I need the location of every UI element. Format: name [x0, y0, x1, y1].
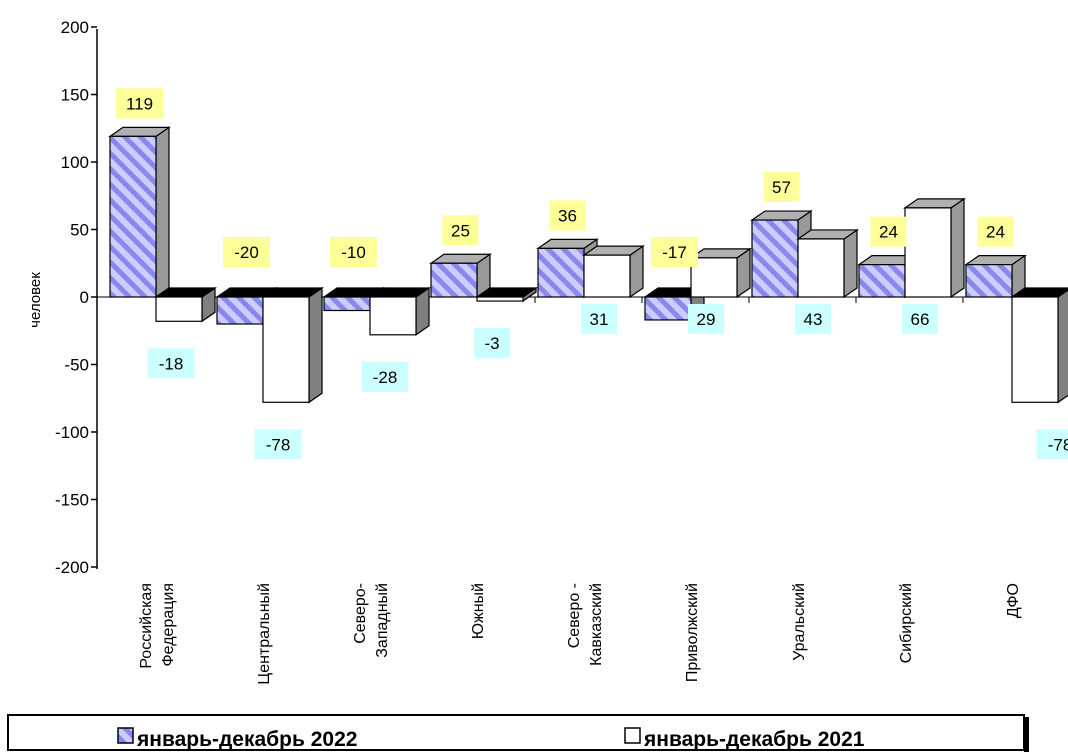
svg-text:-10: -10: [341, 243, 366, 262]
data-label-2022: 57: [763, 172, 800, 203]
data-label-2021: -78: [1036, 429, 1068, 460]
category-label: Сибирский: [898, 583, 915, 663]
svg-text:Северо-: Северо-: [352, 583, 369, 644]
data-label-2022: -17: [651, 237, 698, 267]
data-label-2021: -28: [361, 361, 409, 392]
y-axis-title: человек: [27, 272, 44, 328]
data-label-2022: 119: [116, 88, 163, 119]
data-labels: 119 -18 -20 -78 -10 -28 25 -3 36 31 -17 29 57 43 24 66 2…: [116, 88, 1068, 460]
svg-text:-78: -78: [1048, 435, 1068, 454]
legend-label-2022: январь-декабрь 2022: [136, 728, 357, 751]
svg-text:Приволжский: Приволжский: [684, 583, 701, 682]
category-label: Северо - Кавказский: [566, 583, 605, 666]
svg-text:Уральский: Уральский: [791, 583, 808, 661]
bars: [97, 126, 1068, 404]
svg-text:29: 29: [697, 310, 716, 329]
data-label-2022: 36: [549, 200, 586, 231]
data-label-2022: -20: [223, 237, 270, 267]
y-tick-label: 50: [70, 221, 89, 240]
bar-2021: [368, 286, 431, 336]
svg-text:Федерация: Федерация: [160, 583, 177, 667]
y-tick-label: -50: [64, 356, 89, 375]
data-label-2022: 25: [442, 215, 479, 246]
bar-2022: [108, 126, 171, 299]
svg-text:Кавказский: Кавказский: [588, 583, 605, 666]
legend: январь-декабрь 2022 январь-декабрь 2021: [7, 714, 1029, 752]
y-tick-label: 100: [61, 153, 89, 172]
svg-text:-78: -78: [266, 435, 291, 454]
svg-text:-3: -3: [484, 334, 499, 353]
svg-text:Южный: Южный: [470, 583, 487, 639]
y-tick-label: -200: [55, 558, 89, 577]
svg-text:-28: -28: [373, 368, 398, 387]
svg-text:Западный: Западный: [374, 583, 391, 658]
svg-text:Сибирский: Сибирский: [898, 583, 915, 663]
category-labels: Российская Федерация Центральный Северо- Зап…: [138, 583, 1022, 685]
category-label: Уральский: [791, 583, 808, 661]
y-tick-label: 200: [61, 18, 89, 37]
category-label: Приволжский: [684, 583, 701, 682]
data-label-2021: 31: [581, 304, 617, 334]
svg-text:Северо -: Северо -: [566, 583, 583, 648]
y-tick-label: -100: [55, 423, 89, 442]
bar-2021: [1010, 287, 1068, 404]
data-label-2021: -18: [147, 348, 195, 379]
svg-text:43: 43: [804, 310, 823, 329]
bar-2021: [689, 247, 752, 299]
data-label-2021: 43: [795, 304, 831, 334]
legend-swatch-2021: [624, 727, 641, 744]
data-label-2021: -78: [254, 429, 302, 460]
bar-2022: [429, 253, 492, 299]
y-axis: 200 150 100 50 0 -50 -100 -150 -200: [55, 18, 98, 577]
svg-text:66: 66: [911, 310, 930, 329]
svg-text:24: 24: [879, 223, 898, 242]
y-tick-label: -150: [55, 491, 89, 510]
bar-2021: [475, 286, 538, 303]
svg-text:119: 119: [126, 94, 153, 113]
data-label-2022: 24: [977, 216, 1014, 247]
legend-swatch-2022: [117, 727, 134, 744]
bar-2021: [903, 197, 966, 299]
category-label: Северо- Западный: [352, 583, 391, 658]
svg-text:24: 24: [986, 223, 1005, 242]
category-label: Южный: [470, 583, 487, 639]
svg-text:-20: -20: [234, 243, 259, 262]
legend-shadow: [1024, 717, 1029, 752]
svg-text:31: 31: [590, 310, 609, 329]
legend-label-2021: январь-декабрь 2021: [643, 728, 865, 751]
bar-2021: [796, 228, 859, 299]
svg-text:-18: -18: [159, 354, 184, 373]
category-label: ДФО: [1005, 583, 1022, 618]
data-label-2022: 24: [870, 216, 907, 247]
svg-text:57: 57: [772, 178, 791, 197]
category-label: Центральный: [256, 583, 273, 685]
data-label-2022: -10: [330, 237, 377, 267]
data-label-2021: -3: [474, 328, 510, 359]
svg-text:36: 36: [558, 206, 577, 225]
bar-2021: [582, 245, 645, 299]
svg-text:25: 25: [451, 221, 470, 240]
y-tick-label: 0: [80, 288, 89, 307]
bar-2021: [154, 286, 217, 323]
bar-2022: [964, 254, 1027, 299]
svg-text:Центральный: Центральный: [256, 583, 273, 685]
svg-text:ДФО: ДФО: [1005, 583, 1022, 618]
svg-text:Российская: Российская: [138, 583, 155, 669]
data-label-2021: 29: [688, 304, 724, 334]
legend-box: [7, 714, 1025, 751]
y-tick-label: 150: [61, 86, 89, 105]
bar-2021: [261, 286, 324, 404]
data-label-2021: 66: [902, 304, 938, 334]
category-label: Российская Федерация: [138, 583, 177, 669]
svg-text:-17: -17: [662, 243, 687, 262]
